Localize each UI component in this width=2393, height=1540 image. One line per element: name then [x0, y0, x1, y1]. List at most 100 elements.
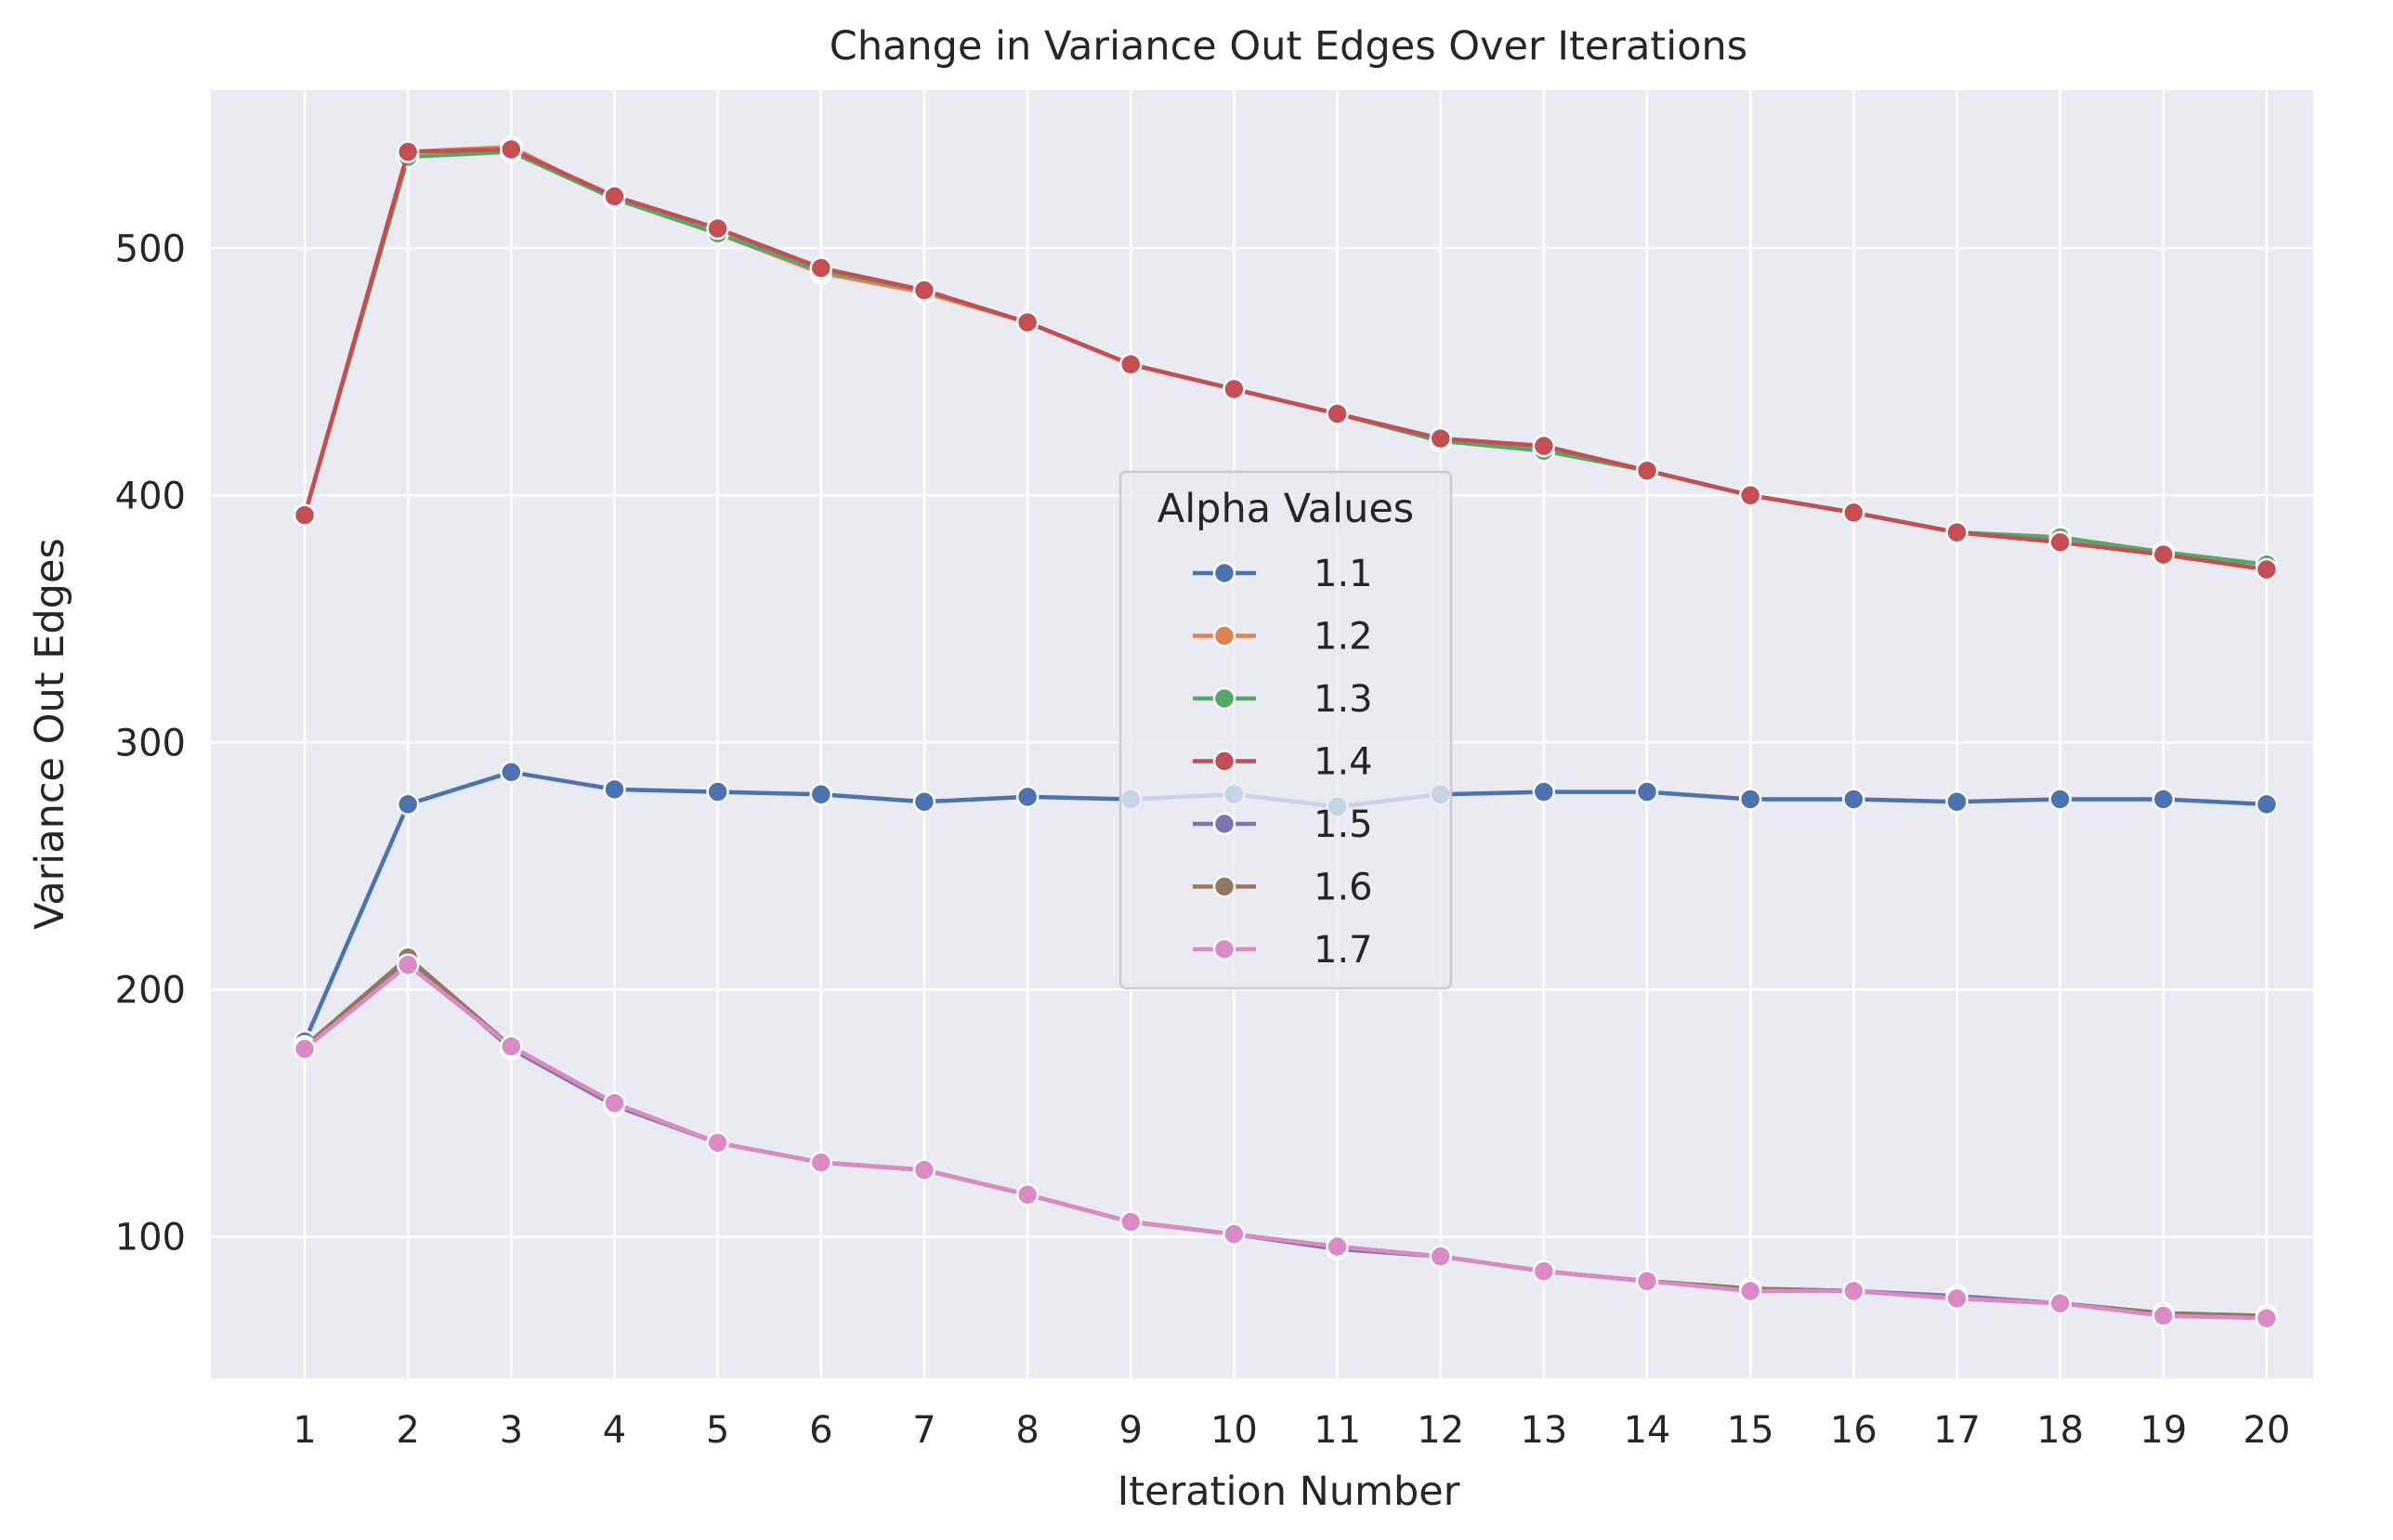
legend-frame	[1118, 470, 1453, 990]
data-point	[1429, 426, 1452, 450]
x-tick-label: 7	[912, 1409, 935, 1452]
data-point	[1738, 1279, 1762, 1303]
data-point	[396, 140, 420, 163]
legend-entry: 1.2	[1193, 616, 1373, 659]
data-point	[1119, 1210, 1143, 1233]
series-layer	[293, 135, 2279, 1330]
x-tick-label: 13	[1520, 1409, 1567, 1452]
y-tick-label: 200	[115, 969, 186, 1011]
x-tick-label: 2	[396, 1409, 419, 1452]
legend-label: 1.5	[1314, 803, 1373, 846]
y-tick-label: 100	[115, 1216, 186, 1259]
data-point	[1635, 1270, 1659, 1293]
x-tick-label: 3	[500, 1409, 523, 1452]
axes: 1 2 3 4 5 6 7 8 9 10 11 12 13 14 15 16 17 18 19 20100200300…	[115, 228, 2291, 1452]
legend-entry: 1.6	[1193, 867, 1373, 909]
x-tick-label: 12	[1417, 1409, 1464, 1452]
data-point	[2255, 1306, 2279, 1330]
chart-title: Change in Variance Out Edges Over Iterat…	[830, 23, 1747, 70]
legend-entry: 1.1	[1193, 553, 1373, 595]
legend-entry: 1.4	[1193, 741, 1373, 784]
x-tick-label: 8	[1015, 1409, 1039, 1452]
data-point	[1015, 785, 1040, 809]
data-point	[1945, 1286, 1968, 1311]
x-tick-label: 6	[809, 1409, 832, 1452]
x-tick-label: 17	[1933, 1409, 1981, 1452]
legend-title: Alpha Values	[1157, 486, 1414, 532]
y-tick-label: 400	[115, 475, 186, 517]
data-point	[1635, 780, 1659, 803]
legend-label: 1.4	[1314, 741, 1373, 784]
data-point	[500, 137, 523, 162]
data-point	[603, 185, 626, 208]
legend-marker	[1212, 686, 1236, 711]
series-1.4	[293, 137, 2279, 581]
x-tick-label: 14	[1624, 1409, 1671, 1452]
data-point	[500, 761, 523, 784]
legend-label: 1.6	[1314, 867, 1373, 909]
data-point	[396, 953, 420, 977]
legend-marker	[1212, 750, 1236, 773]
legend-marker	[1212, 937, 1236, 961]
data-point	[1223, 1222, 1246, 1246]
data-point	[1945, 790, 1968, 814]
data-point	[1326, 1234, 1349, 1259]
data-point	[293, 1038, 317, 1061]
data-point	[2048, 1292, 2072, 1315]
data-point	[603, 1091, 626, 1116]
legend-label: 1.3	[1314, 678, 1373, 721]
data-point	[1015, 1182, 1040, 1207]
data-point	[1738, 788, 1762, 811]
data-point	[2048, 788, 2072, 811]
data-point	[809, 1151, 833, 1174]
data-point	[1738, 484, 1762, 507]
data-point	[2048, 530, 2072, 555]
data-point	[1532, 1259, 1556, 1283]
legend-marker	[1212, 812, 1236, 836]
legend-label: 1.1	[1314, 553, 1373, 595]
x-tick-label: 20	[2243, 1409, 2291, 1452]
data-point	[809, 782, 833, 806]
data-point	[1429, 1245, 1452, 1268]
legend-entry: 1.3	[1193, 678, 1373, 721]
legend-marker	[1212, 875, 1236, 898]
x-tick-label: 10	[1210, 1409, 1258, 1452]
legend-label: 1.7	[1314, 929, 1373, 972]
data-point	[1119, 353, 1143, 376]
y-tick-label: 500	[115, 228, 186, 270]
data-point	[2255, 557, 2279, 581]
data-point	[1326, 402, 1349, 425]
data-point	[603, 777, 626, 802]
data-point	[706, 780, 729, 803]
x-tick-label: 19	[2139, 1409, 2187, 1452]
legend-entry: 1.5	[1193, 803, 1373, 846]
series-1.7	[293, 953, 2279, 1330]
data-point	[1945, 520, 1968, 544]
series-line	[302, 147, 2269, 572]
x-tick-label: 9	[1119, 1409, 1143, 1452]
data-point	[2151, 542, 2176, 567]
legend-entry: 1.7	[1193, 929, 1373, 972]
data-point	[912, 279, 936, 302]
y-tick-label: 300	[115, 722, 186, 764]
data-point	[2255, 792, 2279, 816]
data-point	[912, 1158, 936, 1181]
data-point	[1635, 459, 1659, 482]
x-tick-label: 1	[293, 1409, 316, 1452]
data-point	[706, 216, 729, 241]
data-point	[912, 790, 936, 814]
y-axis-label: Variance Out Edges	[27, 538, 73, 930]
data-point	[293, 503, 317, 527]
x-axis-label: Iteration Number	[1118, 1468, 1460, 1515]
series-line	[302, 962, 2269, 1321]
legend: Alpha Values 1.1 1.2 1.3 1.4 1.5 1.6 1.7	[1118, 470, 1453, 990]
data-point	[1015, 310, 1040, 334]
data-point	[706, 1131, 729, 1155]
legend-marker	[1212, 624, 1236, 647]
data-point	[1842, 501, 1865, 525]
legend-marker	[1212, 561, 1236, 585]
data-point	[500, 1035, 523, 1058]
data-point	[1842, 1279, 1865, 1303]
